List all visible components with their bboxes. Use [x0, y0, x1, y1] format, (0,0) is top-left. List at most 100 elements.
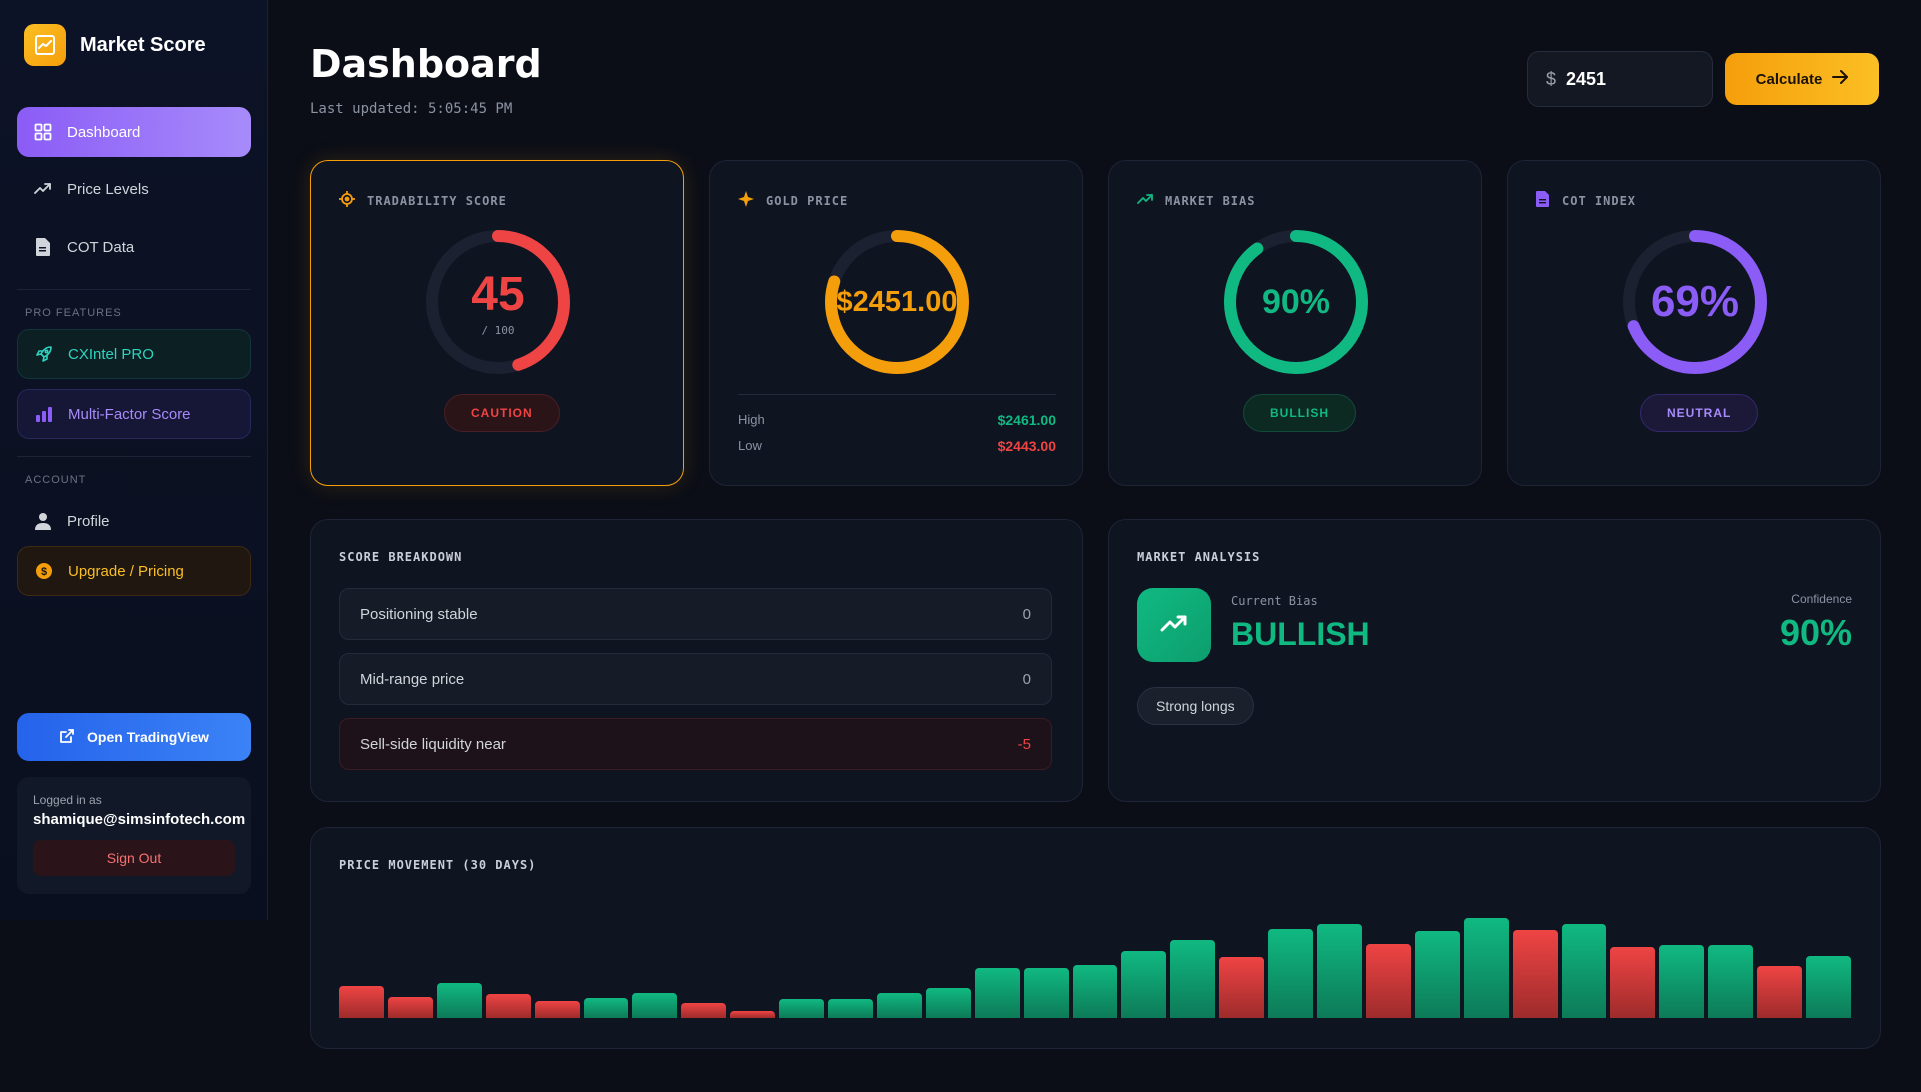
- bias-value: 90%: [1261, 282, 1331, 321]
- sidebar-item-cxintel-pro[interactable]: CXIntel PRO: [17, 329, 251, 379]
- currency-symbol: $: [1546, 68, 1557, 89]
- sidebar-item-price-levels[interactable]: Price Levels: [17, 164, 251, 214]
- gold-price-value: $2451.00: [836, 285, 958, 318]
- breakdown-label: Positioning stable: [360, 605, 478, 623]
- document-icon: [1536, 191, 1550, 210]
- price-bar: [436, 983, 482, 1018]
- chart-title: PRICE MOVEMENT (30 DAYS): [339, 858, 537, 872]
- price-bar: [876, 993, 922, 1018]
- price-bar: [1659, 944, 1705, 1018]
- price-bar: [1512, 929, 1558, 1018]
- brand[interactable]: Market Score: [24, 24, 206, 66]
- analysis-tag: Strong longs: [1137, 687, 1254, 725]
- price-bar: [1561, 923, 1607, 1018]
- breakdown-row: Positioning stable 0: [339, 588, 1052, 640]
- price-field[interactable]: $: [1527, 51, 1713, 107]
- calculate-label: Calculate: [1755, 70, 1823, 88]
- price-bar: [1806, 956, 1851, 1018]
- sidebar-item-profile[interactable]: Profile: [17, 496, 251, 546]
- divider: [17, 456, 251, 457]
- cot-value: 69%: [1650, 277, 1740, 326]
- sidebar-item-label: Price Levels: [67, 180, 149, 198]
- calculate-button[interactable]: Calculate: [1725, 53, 1879, 105]
- price-bar: [974, 968, 1020, 1018]
- gold-gauge: $2451.00: [822, 227, 972, 377]
- price-bar: [583, 998, 629, 1018]
- confidence-label: Confidence: [1791, 592, 1852, 606]
- high-value: $2461.00: [997, 412, 1056, 428]
- card-header: TRADABILITY SCORE: [339, 191, 507, 210]
- price-bar: [1072, 964, 1118, 1018]
- sidebar-item-label: Upgrade / Pricing: [68, 562, 184, 580]
- high-label: High: [738, 412, 765, 427]
- user-icon: [33, 511, 53, 531]
- trending-up-icon: [33, 179, 53, 199]
- breakdown-row: Sell-side liquidity near -5: [339, 718, 1052, 770]
- trending-up-icon: [1137, 588, 1211, 662]
- tradability-scale: / 100: [481, 324, 515, 337]
- price-bar: [1463, 917, 1509, 1018]
- card-header: COT INDEX: [1536, 191, 1636, 210]
- price-input[interactable]: [1566, 68, 1687, 90]
- price-movement-card: PRICE MOVEMENT (30 DAYS): [310, 827, 1881, 1049]
- price-bar: [534, 1000, 580, 1018]
- price-bar: [925, 988, 971, 1018]
- market-analysis-card: MARKET ANALYSIS Current Bias BULLISH Con…: [1108, 519, 1881, 802]
- section-label-pro: PRO FEATURES: [25, 307, 122, 319]
- sidebar: Market Score Dashboard Price Levels COT …: [0, 0, 268, 920]
- document-icon: [33, 237, 53, 257]
- card-title: MARKET BIAS: [1165, 193, 1256, 208]
- price-bar: [1610, 947, 1656, 1018]
- sidebar-item-label: Profile: [67, 512, 110, 530]
- breakdown-value: -5: [1017, 735, 1031, 753]
- sidebar-item-label: Multi-Factor Score: [68, 405, 191, 423]
- card-title: SCORE BREAKDOWN: [339, 550, 463, 564]
- price-bar: [1365, 943, 1411, 1018]
- price-bar: [1708, 944, 1754, 1018]
- sidebar-item-label: COT Data: [67, 238, 135, 256]
- price-bar: [1121, 951, 1167, 1018]
- status-badge: NEUTRAL: [1640, 394, 1759, 432]
- price-bar: [1414, 931, 1460, 1018]
- price-bar: [779, 999, 825, 1018]
- user-box: Logged in as shamique@simsinfotech.com S…: [17, 777, 251, 894]
- svg-text:$: $: [41, 566, 47, 578]
- price-bar: [387, 996, 433, 1018]
- price-bar: [828, 999, 873, 1018]
- last-updated: Last updated: 5:05:45 PM: [310, 101, 513, 117]
- card-header: GOLD PRICE: [738, 191, 848, 210]
- chart-logo-icon: [24, 24, 66, 66]
- rocket-icon: [34, 344, 54, 364]
- sidebar-item-multi-factor[interactable]: Multi-Factor Score: [17, 389, 251, 439]
- arrow-right-icon: [1832, 70, 1849, 88]
- current-bias-value: BULLISH: [1231, 616, 1370, 652]
- price-bar: [1170, 939, 1216, 1018]
- price-bar: [1757, 965, 1803, 1018]
- sidebar-item-label: CXIntel PRO: [68, 345, 154, 363]
- sign-out-button[interactable]: Sign Out: [33, 840, 235, 876]
- card-title: TRADABILITY SCORE: [367, 193, 507, 208]
- sidebar-item-cot-data[interactable]: COT Data: [17, 222, 251, 272]
- open-tradingview-button[interactable]: Open TradingView: [17, 713, 251, 761]
- low-label: Low: [738, 438, 762, 453]
- price-bar: [730, 1010, 776, 1018]
- sidebar-item-upgrade[interactable]: $ Upgrade / Pricing: [17, 546, 251, 596]
- divider: [738, 394, 1056, 395]
- external-link-icon: [59, 728, 75, 747]
- breakdown-value: 0: [1022, 670, 1031, 688]
- breakdown-label: Sell-side liquidity near: [360, 735, 506, 753]
- section-label-account: ACCOUNT: [25, 474, 87, 486]
- price-bar: [1317, 923, 1362, 1018]
- grid-icon: [33, 122, 53, 142]
- price-bar: [681, 1003, 727, 1018]
- card-header: MARKET BIAS: [1137, 191, 1255, 210]
- price-bar: [632, 993, 678, 1018]
- user-email: shamique@simsinfotech.com: [33, 811, 246, 828]
- price-bar: [1268, 928, 1314, 1018]
- price-bar: [1023, 968, 1069, 1018]
- breakdown-value: 0: [1022, 605, 1031, 623]
- trending-up-icon: [1137, 191, 1153, 210]
- sidebar-item-dashboard[interactable]: Dashboard: [17, 107, 251, 157]
- low-value: $2443.00: [997, 438, 1056, 454]
- sidebar-item-label: Dashboard: [67, 123, 141, 141]
